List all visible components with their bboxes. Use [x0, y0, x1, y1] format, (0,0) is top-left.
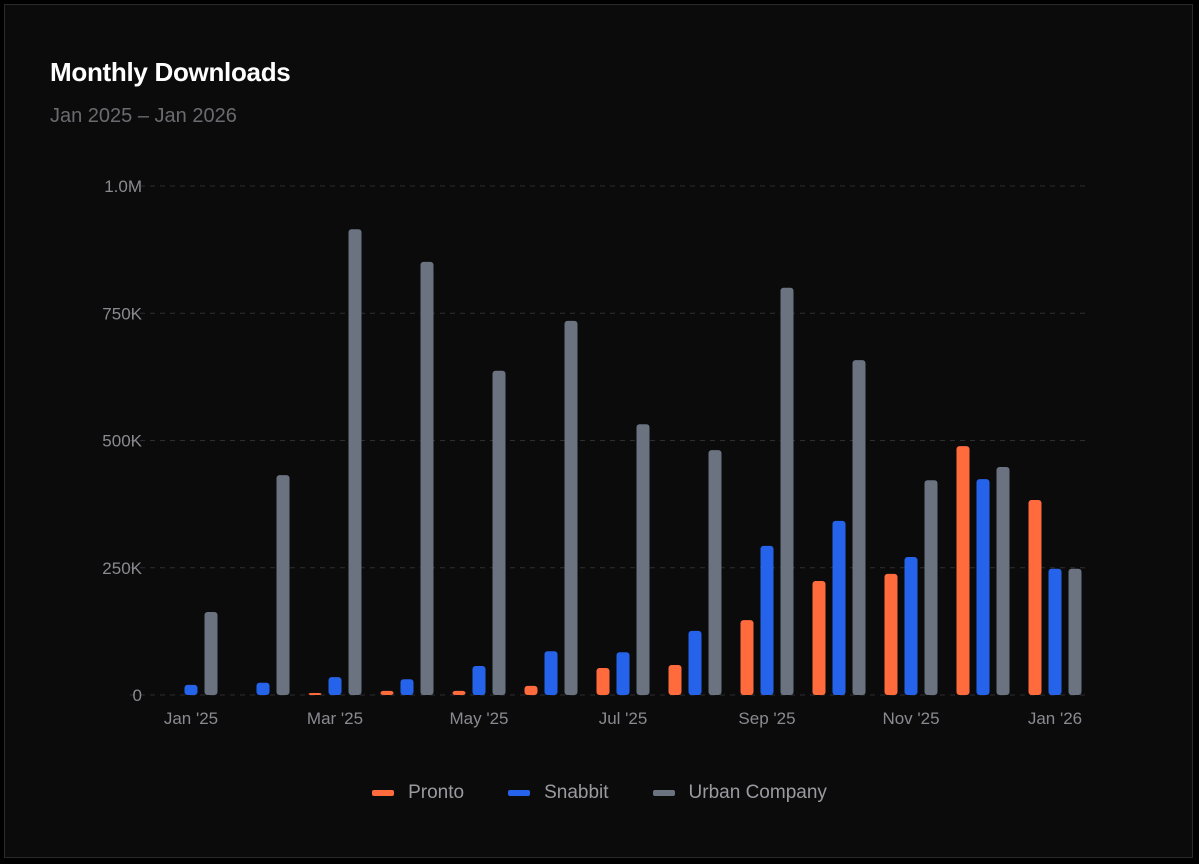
legend: Pronto Snabbit Urban Company [0, 782, 1199, 804]
bar-pronto [884, 573, 898, 695]
bar-pronto [740, 620, 754, 695]
x-tick-label: Jul '25 [599, 709, 648, 728]
bar-urban-company [996, 466, 1010, 695]
legend-label: Snabbit [544, 782, 609, 803]
chart-card: Monthly Downloads Jan 2025 – Jan 2026 [4, 4, 1193, 858]
bar-urban-company [924, 480, 938, 695]
bar-urban-company [780, 287, 794, 695]
bar-snabbit [400, 679, 414, 695]
bar-snabbit [256, 682, 270, 695]
bar-urban-company [852, 360, 866, 695]
bar-urban-company [420, 261, 434, 695]
x-tick-label: Jan '25 [164, 709, 218, 728]
chart-title: Monthly Downloads [50, 57, 291, 87]
legend-swatch [508, 790, 531, 796]
y-tick-label: 250K [102, 559, 142, 578]
legend-swatch [652, 790, 675, 796]
x-tick-label: Mar '25 [307, 709, 363, 728]
bar-snabbit [328, 677, 342, 695]
bar-urban-company [564, 320, 578, 695]
bar-urban-company [348, 229, 362, 695]
bar-snabbit [688, 630, 702, 695]
bar-urban-company [492, 370, 506, 695]
bar-urban-company [708, 450, 722, 695]
legend-item[interactable]: Pronto [372, 782, 464, 804]
bar-urban-company [636, 424, 650, 695]
x-tick-label: Nov '25 [882, 709, 939, 728]
legend-label: Urban Company [688, 782, 827, 803]
bar-snabbit [544, 651, 558, 695]
x-tick-label: Jan '26 [1028, 709, 1082, 728]
bar-snabbit [616, 652, 630, 695]
x-tick-label: Sep '25 [738, 709, 795, 728]
x-tick-label: May '25 [450, 709, 509, 728]
bar-snabbit [184, 684, 198, 695]
bar-pronto [596, 668, 610, 695]
bar-pronto [524, 685, 538, 695]
bar-pronto [1028, 500, 1042, 695]
y-tick-label: 1.0M [104, 177, 142, 196]
bar-pronto [668, 664, 682, 695]
bar-snabbit [760, 545, 774, 695]
bar-snabbit [976, 479, 990, 695]
bar-snabbit [472, 665, 486, 695]
bar-urban-company [276, 475, 290, 695]
bar-pronto [452, 690, 466, 695]
bar-snabbit [832, 520, 846, 695]
legend-item[interactable]: Urban Company [652, 782, 827, 804]
chart-subtitle: Jan 2025 – Jan 2026 [50, 105, 237, 127]
bar-pronto [380, 690, 394, 695]
y-tick-label: 0 [133, 686, 142, 705]
legend-label: Pronto [408, 782, 465, 803]
bar-pronto [956, 446, 970, 695]
bar-snabbit [1048, 568, 1062, 695]
y-tick-label: 750K [102, 304, 142, 323]
bar-urban-company [1068, 568, 1082, 695]
bar-urban-company [204, 612, 218, 695]
bar-pronto [812, 580, 826, 695]
bar-pronto [308, 692, 322, 695]
legend-item[interactable]: Snabbit [508, 782, 609, 804]
y-tick-label: 500K [102, 432, 142, 451]
legend-swatch [372, 790, 395, 796]
bar-snabbit [904, 557, 918, 695]
